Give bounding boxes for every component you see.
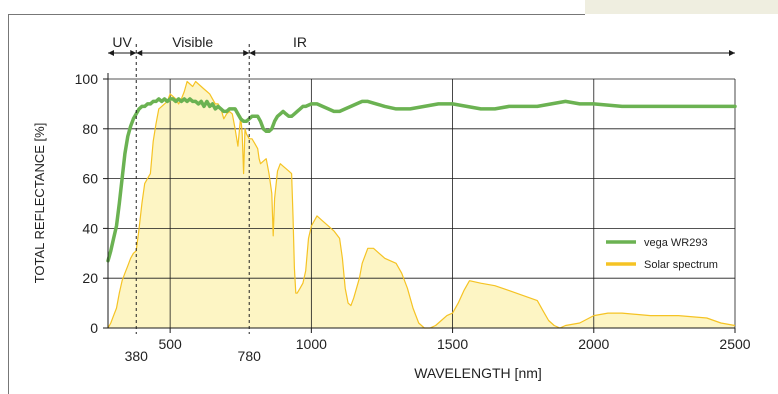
visible-arrow-left-head <box>136 50 143 56</box>
x-tick-label-500: 500 <box>158 336 182 352</box>
uv-arrow-right-head <box>130 50 137 56</box>
y-tick-label-40: 40 <box>82 220 98 236</box>
vega-wr293-line <box>106 97 737 263</box>
x-tick-label-2000: 2000 <box>578 336 609 352</box>
uv-arrow-left-head <box>108 50 114 56</box>
legend-label-vega: vega WR293 <box>644 237 708 249</box>
visible-arrow-right-head <box>243 50 250 56</box>
x-tick-label-2500: 2500 <box>719 336 750 352</box>
region-label-visible: Visible <box>172 34 213 50</box>
corner-tab <box>585 0 778 14</box>
x-tick-label-1000: 1000 <box>296 336 327 352</box>
x-axis-title: WAVELENGTH [nm] <box>414 365 542 381</box>
y-axis-title: TOTAL REFLECTANCE [%] <box>32 123 47 284</box>
ir-arrow-left-head <box>249 50 256 56</box>
y-tick-label-60: 60 <box>82 171 98 187</box>
solar-spectrum-area <box>108 81 735 328</box>
y-tick-label-80: 80 <box>82 121 98 137</box>
x-tick-label-380: 380 <box>125 348 149 364</box>
y-tick-label-20: 20 <box>82 270 98 286</box>
x-tick-label-780: 780 <box>238 348 262 364</box>
region-label-uv: UV <box>112 34 132 50</box>
legend-label-solar: Solar spectrum <box>644 259 718 271</box>
ir-arrow-right-head <box>729 50 735 56</box>
region-label-ir: IR <box>293 34 307 50</box>
y-tick-label-100: 100 <box>75 71 99 87</box>
y-tick-label-0: 0 <box>90 320 98 336</box>
x-tick-label-1500: 1500 <box>437 336 468 352</box>
